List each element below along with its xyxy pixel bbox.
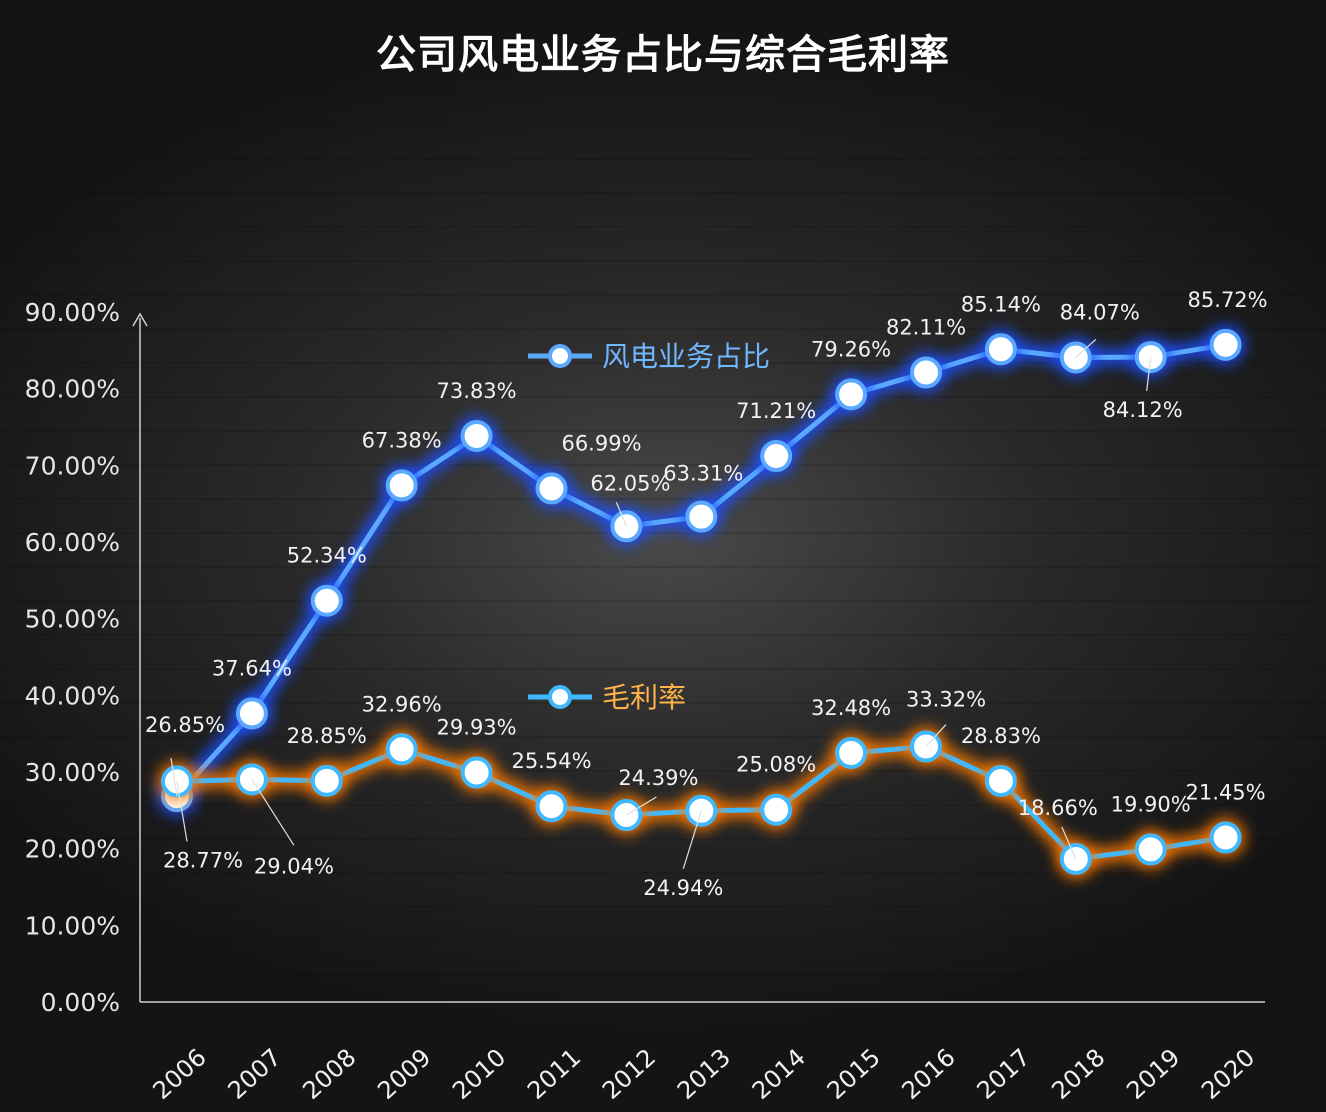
x-tick-label: 2017 [971,1043,1035,1105]
data-point [1209,821,1242,854]
x-tick-label: 2016 [897,1043,961,1105]
data-label-leader [1146,357,1152,392]
data-label: 25.08% [736,753,816,777]
data-label: 24.39% [618,766,698,790]
y-tick-label: 90.00% [25,298,120,327]
y-tick-label: 80.00% [25,375,120,404]
data-point [535,790,568,823]
data-point [760,440,793,473]
data-label-leader [251,779,295,846]
legend-swatch-marker [548,344,572,368]
x-tick-label: 2006 [148,1043,212,1105]
y-tick-label: 60.00% [25,528,120,557]
x-tick-label: 2019 [1121,1043,1185,1105]
y-tick-label: 10.00% [25,911,120,940]
data-label: 52.34% [287,544,367,568]
data-label: 32.96% [362,692,442,716]
y-tick-label: 40.00% [25,681,120,710]
data-label: 66.99% [561,431,641,455]
data-label-leader [925,724,947,747]
legend-swatch-marker [548,685,572,709]
y-axis-arrow [132,312,148,327]
y-tick-label: 50.00% [25,605,120,634]
x-tick-label: 2008 [297,1043,361,1105]
x-tick-label: 2013 [672,1043,736,1105]
data-label: 84.07% [1060,300,1140,324]
data-label: 85.14% [961,292,1041,316]
x-tick-label: 2009 [372,1043,436,1105]
data-point [835,378,868,411]
data-label-leader [1075,339,1097,358]
data-point [235,697,268,730]
data-point [460,419,493,452]
data-label: 82.11% [886,315,966,339]
data-label: 24.94% [643,876,723,900]
data-label: 29.93% [437,716,517,740]
data-label: 71.21% [736,399,816,423]
data-label: 26.85% [145,713,225,737]
data-point [1134,833,1167,866]
data-label-leader [170,758,178,797]
data-point [535,472,568,505]
data-point [760,793,793,826]
data-label-leader [1061,826,1077,860]
data-point [835,736,868,769]
data-label: 25.54% [511,749,591,773]
data-label: 29.04% [254,854,334,878]
data-label: 62.05% [590,471,670,495]
data-label-leader [176,781,188,842]
data-label: 28.83% [961,724,1041,748]
data-point [310,584,343,617]
data-label: 63.31% [663,462,743,486]
data-label-leader [682,810,702,869]
data-label: 84.12% [1103,398,1183,422]
data-label: 79.26% [811,337,891,361]
data-label: 32.48% [811,696,891,720]
data-label-leader [615,502,627,527]
data-point [310,764,343,797]
x-tick-label: 2012 [597,1043,661,1105]
legend-label: 风电业务占比 [602,340,770,373]
data-label: 28.77% [163,848,243,872]
data-label: 73.83% [437,379,517,403]
data-point [385,733,418,766]
data-point [984,333,1017,366]
data-label-leader [626,796,657,816]
data-point [685,500,718,533]
data-point [1209,328,1242,361]
chart-title: 公司风电业务占比与综合毛利率 [376,32,950,78]
x-tick-label: 2018 [1046,1043,1110,1105]
data-point [385,469,418,502]
x-tick-label: 2011 [522,1043,586,1105]
data-label: 19.90% [1111,792,1191,816]
data-label: 18.66% [1018,796,1098,820]
x-tick-label: 2014 [747,1043,811,1105]
data-label: 28.85% [287,724,367,748]
y-tick-label: 0.00% [41,988,120,1017]
data-point [984,764,1017,797]
data-label: 21.45% [1186,781,1266,805]
x-tick-label: 2020 [1196,1043,1260,1105]
data-label: 67.38% [362,428,442,452]
data-label: 85.72% [1188,288,1268,312]
data-label: 33.32% [906,688,986,712]
data-label: 37.64% [212,656,292,680]
x-tick-label: 2010 [447,1043,511,1105]
x-tick-label: 2007 [222,1043,286,1105]
legend-label: 毛利率 [602,681,686,714]
x-tick-label: 2015 [822,1043,886,1105]
data-point [460,756,493,789]
y-tick-label: 20.00% [25,835,120,864]
data-point [910,356,942,389]
y-tick-label: 30.00% [25,758,120,787]
y-tick-label: 70.00% [25,451,120,480]
